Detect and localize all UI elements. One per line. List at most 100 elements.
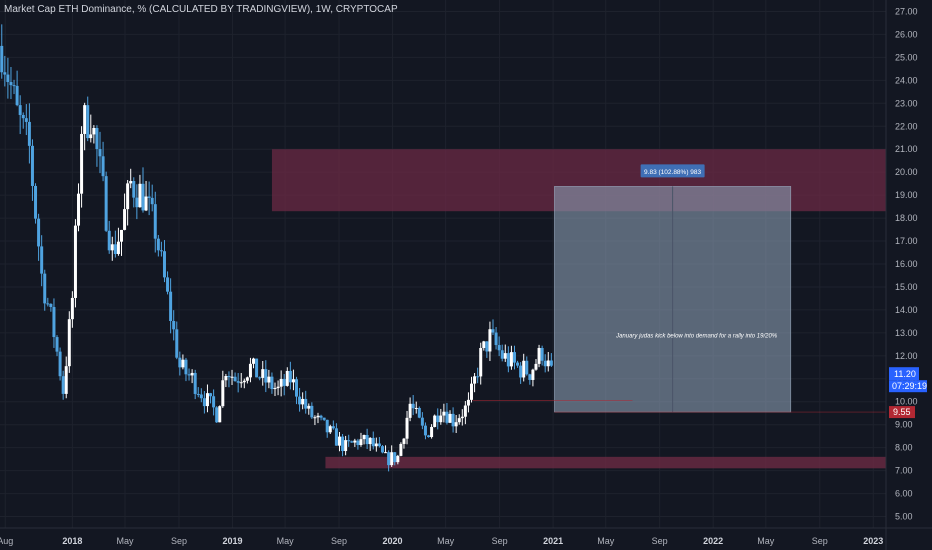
candle-down [427, 435, 431, 438]
price-axis[interactable]: 27.00 26.00 25.00 24.00 23.00 22.00 21.00 20.00… [895, 6, 918, 521]
candle-up [466, 399, 470, 406]
candle-down [215, 407, 219, 423]
candle-down [516, 362, 520, 366]
candle-up [89, 134, 93, 139]
candle-up [353, 440, 357, 443]
candle-up [396, 455, 400, 463]
candle-up [119, 229, 123, 242]
price-tick-label: 23.00 [895, 98, 918, 108]
candle-down [27, 121, 31, 146]
candle-up [291, 379, 295, 383]
candle-up [64, 366, 68, 394]
candle-down [282, 378, 286, 386]
candle-down [162, 251, 166, 278]
price-tick-label: 21.00 [895, 144, 918, 154]
candle-up [126, 183, 130, 210]
candle-down [150, 197, 154, 205]
candle-down [98, 149, 102, 157]
candle-up [205, 393, 209, 407]
time-tick-label: Sep [812, 536, 828, 546]
candle-down [9, 82, 13, 86]
candle-down [178, 357, 182, 368]
time-tick-label: Sep [492, 536, 508, 546]
candle-up [534, 363, 538, 370]
candle-down [55, 337, 59, 352]
time-axis[interactable]: Aug 2018 May Sep 2019 May Sep 2020 May Sep 2021 May… [0, 536, 883, 546]
candle-down [58, 351, 62, 377]
candle-up [218, 406, 222, 423]
candle-up [129, 181, 133, 184]
candle-down [540, 347, 544, 361]
price-tick-label: 15.00 [895, 282, 918, 292]
overlay-layer: 9.83 (102.88%) 983 January judas kick bel… [472, 164, 886, 413]
candle-up [67, 319, 71, 367]
candle-up [402, 438, 406, 444]
candle-down [12, 85, 16, 87]
price-tick-label: 9.00 [895, 420, 913, 430]
candle-down [258, 377, 262, 379]
candle-up [454, 422, 458, 427]
candle-down [199, 394, 203, 399]
candle-up [442, 411, 446, 416]
candle-up [546, 360, 550, 367]
chart-title: Market Cap ETH Dominance, % (CALCULATED … [4, 4, 398, 15]
candle-up [252, 358, 256, 364]
candle-down [227, 376, 231, 378]
candle-down [387, 452, 391, 466]
support-zone [325, 456, 886, 469]
candle-up [273, 388, 277, 390]
time-tick-label: Sep [331, 536, 347, 546]
candle-up [77, 193, 81, 226]
candle-down [319, 415, 323, 418]
candle-down [175, 329, 179, 358]
candle-up [503, 353, 507, 359]
candle-down [310, 405, 314, 418]
candle-up [110, 244, 114, 251]
measure-label: 9.83 (102.88%) 983 [644, 169, 701, 176]
candle-down [485, 341, 489, 352]
candle-up [73, 225, 77, 298]
time-tick-label: 2023 [863, 536, 883, 546]
candle-down [86, 105, 90, 139]
time-tick-label: Sep [652, 536, 668, 546]
candle-down [512, 352, 516, 363]
candle-up [276, 386, 280, 389]
price-tick-label: 8.00 [895, 443, 913, 453]
price-tick-label: 24.00 [895, 75, 918, 85]
candle-down [196, 393, 200, 395]
candle-up [307, 405, 311, 409]
price-tick-label: 12.00 [895, 351, 918, 361]
analysis-note: January judas kick below into demand for… [615, 333, 778, 339]
candle-up [460, 416, 464, 419]
candle-up [479, 347, 483, 377]
candle-down [18, 105, 22, 115]
candle-up [362, 435, 366, 440]
candle-down [141, 183, 145, 211]
candle-up [374, 443, 378, 447]
candle-down [187, 374, 191, 376]
candle-down [6, 74, 10, 83]
time-tick-label: May [437, 536, 455, 546]
price-labels: 11.20 07:29:19 9.55 [889, 367, 927, 419]
candle-down [113, 244, 117, 254]
candle-up [473, 376, 477, 384]
time-tick-label: Sep [171, 536, 187, 546]
price-tick-label: 7.00 [895, 466, 913, 476]
candle-down [101, 156, 105, 177]
candle-up [313, 417, 317, 419]
candle-down [61, 376, 65, 394]
price-tick-label: 19.00 [895, 190, 918, 200]
candle-up [414, 407, 418, 409]
candle-down [132, 181, 136, 198]
candle-up [337, 436, 341, 446]
candle-down [30, 145, 34, 186]
candle-down [525, 360, 529, 375]
candle-down [40, 246, 44, 274]
candle-down [46, 303, 50, 305]
price-tick-label: 25.00 [895, 52, 918, 62]
candle-up [448, 413, 452, 423]
candle-up [316, 415, 320, 418]
time-tick-label: May [757, 536, 775, 546]
candle-up [190, 372, 194, 376]
